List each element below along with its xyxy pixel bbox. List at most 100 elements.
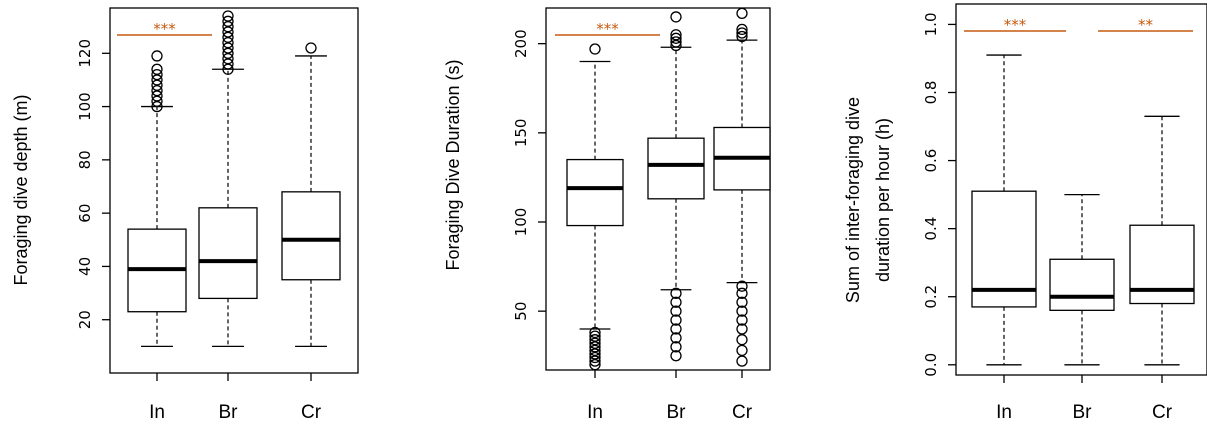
iqr-box: [566, 158, 624, 227]
y-tick-label: 0.4: [922, 217, 940, 241]
x-category-label: Cr: [301, 402, 322, 423]
outlier-point: [222, 15, 234, 27]
outlier-point: [736, 344, 748, 357]
outlier-point: [222, 47, 234, 59]
x-category-label: Br: [219, 402, 239, 423]
outlier-point: [670, 32, 682, 44]
outlier-point: [222, 20, 234, 33]
outlier-point: [151, 68, 163, 81]
box-Cr: [281, 42, 341, 348]
x-category-label: Br: [667, 402, 687, 423]
significance-label: **: [1138, 16, 1154, 34]
box-Br: [647, 11, 705, 362]
outlier-point: [222, 36, 234, 49]
outlier-point: [589, 348, 601, 360]
outlier-point: [222, 10, 234, 22]
y-tick-label: 150: [512, 119, 530, 148]
outlier-point: [670, 29, 682, 41]
y-tick-label: 100: [512, 208, 530, 237]
iqr-box: [198, 207, 258, 300]
outlier-point: [151, 100, 163, 113]
box-Br: [198, 10, 258, 348]
box-Br: [1049, 193, 1115, 366]
outlier-point: [589, 43, 601, 55]
outlier-point: [305, 42, 317, 54]
chart-panel-3: 0.0 0.2 0.4 0.6 0.8 1.0 Sum of inter-foraging …: [843, 3, 1207, 423]
outlier-point: [222, 31, 234, 43]
outlier-point: [670, 287, 682, 299]
y-tick-label: 50: [512, 302, 530, 321]
outlier-point: [589, 337, 601, 349]
y-tick-label: 0.0: [922, 353, 940, 377]
y-tick-label: 0.8: [922, 81, 940, 105]
outlier-point: [589, 351, 601, 364]
outlier-point: [222, 58, 234, 70]
y-axis-label: duration per hour (h): [873, 118, 893, 282]
iqr-box: [1049, 258, 1115, 311]
outlier-point: [670, 341, 682, 353]
outlier-point: [670, 36, 682, 48]
x-category-label: Cr: [1152, 402, 1173, 423]
box-In: [971, 54, 1037, 366]
y-tick-label: 200: [512, 29, 530, 58]
outlier-point: [736, 305, 748, 317]
outlier-point: [670, 305, 682, 317]
outlier-point: [670, 323, 682, 335]
outlier-point: [589, 330, 601, 342]
y-tick-label: 120: [76, 39, 94, 68]
outlier-point: [589, 334, 601, 346]
outlier-point: [151, 95, 163, 107]
y-tick-label: 20: [76, 310, 94, 329]
box-Cr: [713, 7, 771, 367]
outlier-point: [670, 332, 682, 344]
x-category-label: In: [149, 402, 165, 423]
outlier-point: [589, 341, 601, 353]
outlier-point: [589, 344, 601, 357]
outlier-point: [151, 50, 163, 62]
outlier-point: [151, 79, 163, 91]
y-tick-label: 80: [76, 150, 94, 169]
outlier-point: [589, 355, 601, 367]
x-category-label: Cr: [732, 402, 753, 423]
x-category-label: In: [996, 402, 1012, 423]
outlier-point: [736, 296, 748, 308]
outlier-point: [222, 52, 234, 65]
y-tick-label: 0.2: [922, 285, 940, 309]
iqr-box: [971, 190, 1037, 308]
outlier-point: [736, 30, 748, 43]
outlier-point: [670, 350, 682, 362]
outlier-point: [151, 63, 163, 75]
outlier-point: [736, 355, 748, 367]
x-category-label: Br: [1073, 402, 1093, 423]
outlier-point: [222, 63, 234, 75]
outlier-point: [151, 90, 163, 102]
outlier-point: [736, 280, 748, 292]
outlier-point: [222, 26, 234, 38]
chart-panel-2: 50 100 150 200 Foraging Dive Duration (s) In B…: [443, 7, 771, 423]
chart-panel-1: 20 40 60 80 100 120 Foraging dive depth (m) In B…: [11, 7, 359, 423]
iqr-box: [281, 191, 341, 281]
outlier-point: [670, 296, 682, 308]
outlier-point: [736, 314, 748, 326]
box-In: [566, 43, 624, 371]
outlier-point: [736, 27, 748, 39]
outlier-point: [670, 314, 682, 326]
outlier-point: [589, 326, 601, 339]
y-tick-label: 60: [76, 204, 94, 223]
outlier-point: [736, 7, 748, 19]
y-axis-label: Foraging Dive Duration (s): [443, 59, 463, 270]
outlier-point: [670, 11, 682, 23]
y-tick-label: 40: [76, 257, 94, 276]
outlier-point: [151, 74, 163, 86]
significance-label: ***: [596, 20, 619, 38]
outlier-point: [589, 359, 601, 371]
significance-label: ***: [153, 20, 176, 38]
outlier-point: [736, 323, 748, 335]
outlier-point: [670, 39, 682, 52]
x-category-label: In: [587, 402, 603, 423]
outlier-point: [151, 84, 163, 97]
plot-frame: [109, 7, 359, 374]
outlier-point: [736, 23, 748, 36]
y-axis-label: Sum of inter-foraging dive: [843, 97, 863, 303]
